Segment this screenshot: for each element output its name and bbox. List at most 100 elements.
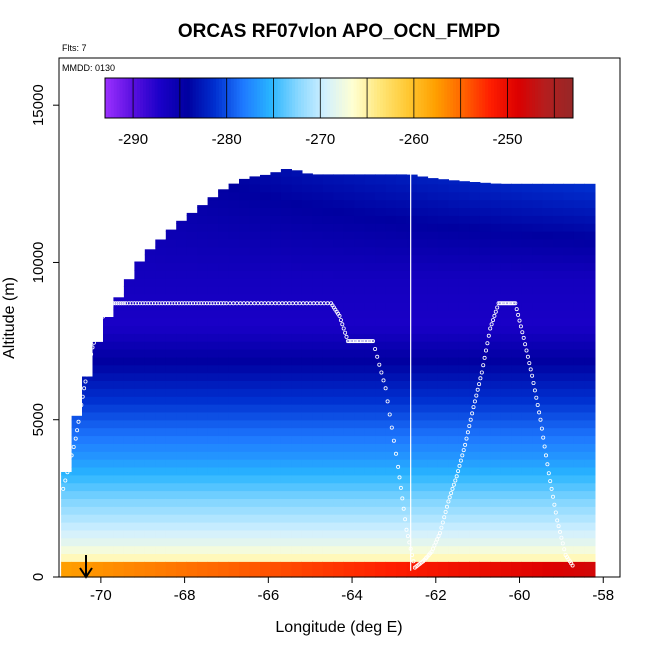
heat-cell — [490, 183, 502, 185]
track-point — [400, 496, 405, 501]
track-point — [121, 301, 126, 306]
heat-cell — [553, 569, 565, 578]
heat-cell — [417, 364, 429, 374]
heat-cell — [207, 197, 219, 201]
heat-cell — [155, 246, 167, 256]
heat-cell — [396, 380, 408, 389]
heat-cell — [500, 349, 512, 358]
heat-cell — [92, 522, 104, 531]
heat-cell — [469, 286, 481, 295]
track-point — [440, 520, 445, 525]
heat-cell — [291, 553, 303, 562]
heat-cell — [532, 246, 544, 256]
heat-cell — [228, 474, 240, 484]
heat-cell — [123, 356, 135, 366]
heat-cell — [123, 396, 135, 405]
heat-cell — [396, 553, 408, 562]
heat-cell — [511, 262, 523, 271]
heat-cell — [301, 388, 313, 397]
heat-cell — [542, 419, 554, 429]
heat-cell — [280, 169, 292, 177]
heat-cell — [521, 270, 533, 279]
heat-cell — [406, 404, 418, 413]
heat-cell — [573, 293, 585, 303]
heat-cell — [532, 301, 544, 311]
heat-cell — [448, 180, 460, 185]
heat-cell — [186, 451, 198, 460]
heat-cell — [542, 231, 554, 240]
colorbar-segment — [248, 78, 252, 118]
heat-cell — [260, 207, 272, 216]
heat-cell — [228, 262, 240, 271]
colorbar-segment — [163, 78, 167, 118]
heat-cell — [218, 490, 230, 499]
heat-cell — [260, 419, 272, 429]
heat-cell — [427, 349, 439, 358]
heat-cell — [448, 254, 460, 264]
heat-cell — [291, 569, 303, 578]
heat-cell — [103, 396, 115, 405]
heat-cell — [176, 238, 188, 248]
heat-cell — [280, 553, 292, 562]
heat-cell — [249, 396, 261, 405]
heat-cell — [406, 514, 418, 523]
heat-cell — [249, 372, 261, 381]
heat-cell — [563, 238, 575, 248]
colorbar-segment — [324, 78, 328, 118]
heat-cell — [312, 246, 324, 256]
heat-cell — [573, 435, 585, 444]
heat-cell — [322, 498, 334, 507]
heat-cell — [532, 262, 544, 271]
heat-cell — [417, 451, 429, 460]
heat-cell — [322, 349, 334, 358]
heat-cell — [123, 443, 135, 452]
colorbar-segment — [321, 78, 325, 118]
heat-cell — [186, 286, 198, 295]
heat-cell — [343, 561, 355, 570]
track-point — [117, 301, 122, 306]
colorbar-segment — [456, 78, 460, 118]
colorbar-segment — [268, 78, 273, 118]
heat-cell — [144, 411, 156, 421]
heat-cell — [479, 182, 491, 185]
heat-cell — [406, 474, 418, 484]
colorbar-segment — [312, 78, 317, 118]
heat-cell — [113, 364, 125, 374]
heat-cell — [312, 411, 324, 421]
track-point — [73, 436, 78, 441]
heat-cell — [280, 435, 292, 444]
heat-cell — [155, 333, 167, 342]
heat-cell — [197, 286, 209, 295]
heat-cell — [354, 231, 366, 240]
heat-cell — [479, 522, 491, 531]
heat-cell — [207, 380, 219, 389]
heat-cell — [270, 569, 282, 578]
heat-cell — [396, 309, 408, 319]
heat-cell — [396, 435, 408, 444]
heat-cell — [521, 254, 533, 264]
heat-cell — [427, 396, 439, 405]
heat-cell — [573, 317, 585, 326]
heat-cell — [542, 286, 554, 295]
heat-cell — [584, 207, 596, 216]
heat-cell — [291, 333, 303, 342]
heat-cell — [375, 286, 387, 295]
heat-cell — [218, 451, 230, 460]
heat-cell — [396, 349, 408, 358]
track-point — [109, 303, 114, 308]
heat-cell — [354, 191, 366, 201]
heat-cell — [249, 349, 261, 358]
heat-cell — [186, 278, 198, 287]
heat-cell — [542, 411, 554, 421]
heat-cell — [260, 498, 272, 507]
heat-cell — [490, 482, 502, 492]
heat-cell — [573, 301, 585, 311]
heat-cell — [511, 419, 523, 429]
heat-cell — [511, 482, 523, 492]
heat-cell — [322, 419, 334, 429]
heat-cell — [584, 199, 596, 208]
track-point — [401, 506, 406, 511]
heat-cell — [249, 474, 261, 484]
heat-cell — [563, 333, 575, 342]
heat-cell — [417, 207, 429, 216]
